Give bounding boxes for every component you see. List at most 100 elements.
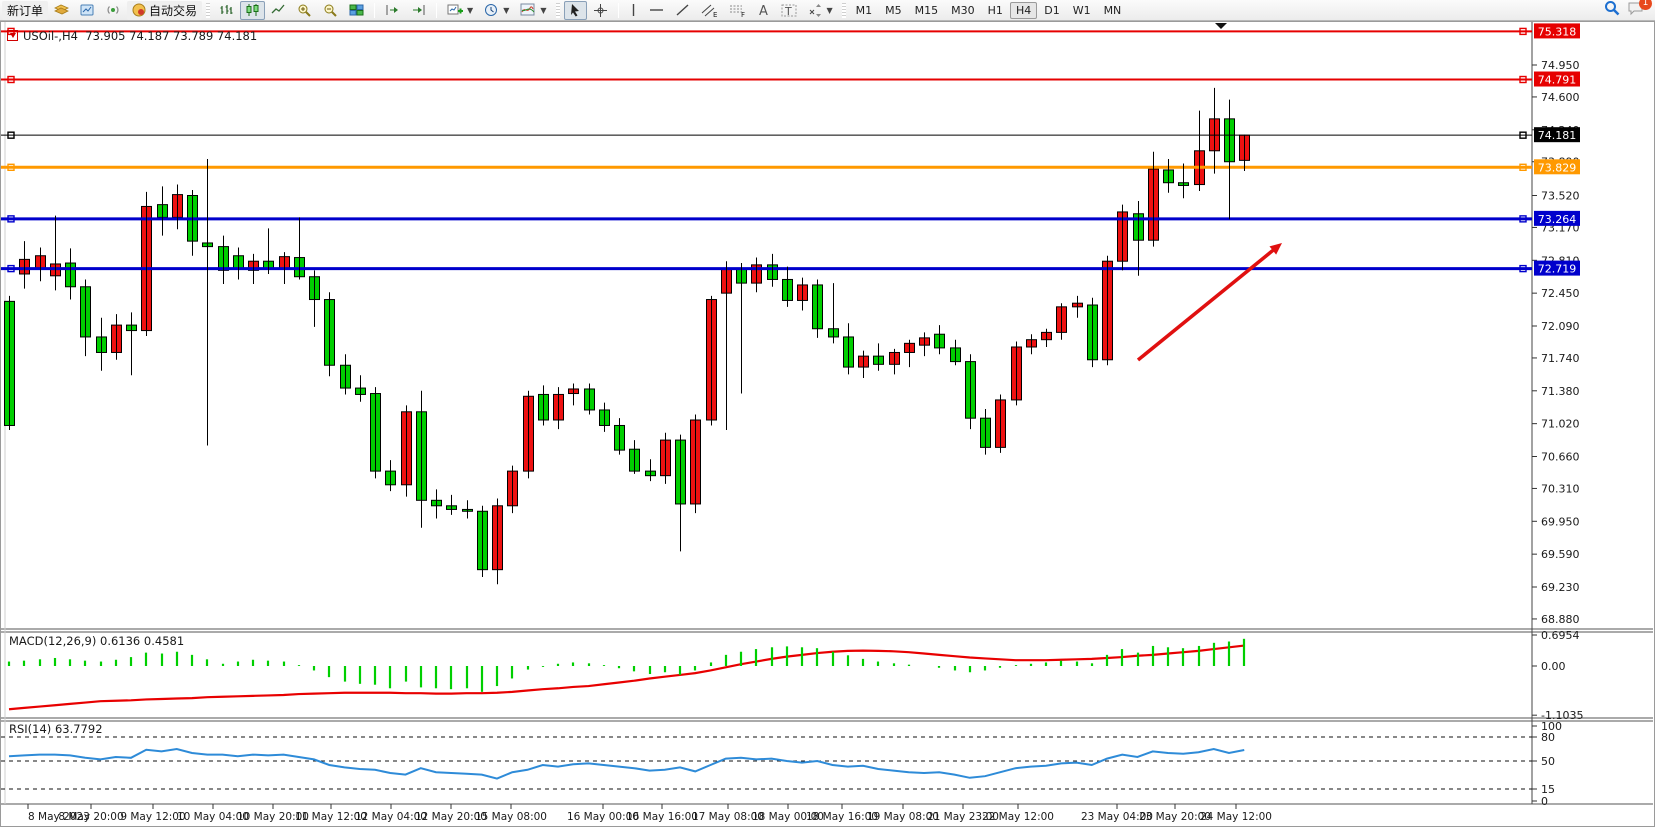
y-axis-tick-label: 70.660 (1541, 451, 1580, 464)
macd-axis-label: -1.1035 (1541, 709, 1583, 722)
horizontal-line-icon[interactable] (644, 1, 669, 20)
macd-panel (8, 644, 1245, 711)
tab-h4[interactable]: H4 (1009, 1, 1038, 19)
new-order-button[interactable]: 新订单 (2, 0, 49, 20)
y-axis-tick-label: 70.310 (1541, 482, 1580, 495)
tab-m5[interactable]: M5 (885, 3, 902, 17)
time-axis-label: 9 May 12:00 (120, 811, 185, 823)
market-watch-icon[interactable] (75, 1, 100, 20)
time-axis-label: 22 May 12:00 (982, 811, 1054, 823)
chart-canvas[interactable]: 74.95074.60074.24073.89073.52073.17072.8… (1, 22, 1654, 826)
tab-d1[interactable]: D1 (1044, 3, 1060, 17)
rsi-axis-label: 50 (1541, 755, 1555, 768)
orders-icon[interactable] (49, 1, 74, 20)
rsi-line (8, 747, 1245, 780)
search-icon[interactable] (1604, 0, 1620, 20)
price-badge (1534, 260, 1580, 276)
autotrade-button[interactable]: 自动交易 (127, 0, 203, 20)
zoom-in-icon[interactable] (292, 1, 317, 20)
crosshair-icon[interactable] (588, 1, 613, 20)
candle-chart-icon[interactable] (240, 0, 266, 20)
tab-m30[interactable]: M30 (951, 3, 975, 17)
new-chart-button[interactable]: ▼ (442, 1, 478, 20)
text-label-icon[interactable]: T (776, 1, 802, 20)
toolbar-grip (206, 2, 211, 18)
autotrade-icon (132, 3, 146, 17)
time-axis-label: 24 May 12:00 (1200, 811, 1272, 823)
zoom-out-icon[interactable] (318, 1, 343, 20)
tab-m15[interactable]: M15 (914, 3, 939, 17)
chart-shift-icon[interactable] (380, 1, 405, 20)
indicators-button[interactable]: ▼ (515, 1, 551, 20)
time-axis-label: 12 May 20:00 (415, 811, 487, 823)
macd-axis-label: 0.00 (1541, 660, 1566, 673)
equidistant-channel-icon[interactable]: E (696, 1, 723, 20)
cursor-icon[interactable] (563, 0, 587, 20)
time-axis-label: 23 May 20:00 (1139, 811, 1211, 823)
chart-window: 74.95074.60074.24073.89073.52073.17072.8… (0, 21, 1655, 827)
periods-button[interactable]: ▼ (479, 1, 514, 20)
svg-text:E: E (713, 11, 717, 18)
top-edge-marker (1215, 23, 1227, 29)
price-badge (1534, 210, 1580, 226)
rsi-axis-label: 0 (1541, 795, 1548, 808)
time-axis-label: 8 May 2023 (28, 811, 90, 823)
bar-chart-icon[interactable] (214, 1, 239, 20)
symbol-marker-icon[interactable] (7, 30, 18, 41)
macd-signal-line (8, 644, 1245, 711)
signal-icon[interactable] (101, 1, 126, 20)
fibonacci-icon[interactable]: F (724, 1, 751, 20)
chart-title: USOil-,H4 73.905 74.187 73.789 74.181 (23, 29, 258, 43)
price-badge (1534, 71, 1580, 87)
price-badge-label: 74.181 (1538, 129, 1577, 142)
vertical-line-icon[interactable] (624, 1, 643, 20)
y-axis-tick-label: 69.590 (1541, 548, 1580, 561)
svg-text:T: T (784, 5, 792, 18)
tab-m1[interactable]: M1 (855, 3, 873, 17)
tab-w1[interactable]: W1 (1072, 3, 1091, 17)
time-axis-label: 15 May 08:00 (475, 811, 547, 823)
macd-axis-label: 0.6954 (1541, 629, 1580, 642)
price-badge-label: 74.791 (1538, 74, 1577, 87)
price-badge-label: 75.318 (1538, 25, 1577, 38)
y-axis-tick-label: 71.380 (1541, 385, 1580, 398)
tab-h1[interactable]: H1 (987, 3, 1003, 17)
y-axis-tick-label: 71.740 (1541, 352, 1580, 365)
svg-text:A: A (759, 4, 768, 17)
time-axis-label: 11 May 12:00 (295, 811, 367, 823)
rsi-axis-label: 15 (1541, 783, 1555, 796)
time-axis-label: 8 May 20:00 (58, 811, 123, 823)
y-axis-tick-label: 69.230 (1541, 581, 1580, 594)
time-axis-label: 21 May 23:00 (927, 811, 999, 823)
toolbar-grip (555, 2, 560, 18)
time-axis-label: 10 May 20:00 (237, 811, 309, 823)
separator (436, 2, 438, 18)
chat-icon[interactable]: 1 (1628, 0, 1652, 20)
shapes-button[interactable]: ▼ (803, 1, 838, 20)
price-badge (1534, 127, 1580, 143)
toolbar-grip (841, 2, 846, 18)
time-axis-label: 18 May 16:00 (806, 811, 878, 823)
price-badge (1534, 159, 1580, 175)
notification-badge: 1 (1639, 0, 1652, 10)
time-axis-label: 16 May 00:00 (567, 811, 639, 823)
text-icon[interactable]: A (752, 1, 775, 20)
auto-scroll-icon[interactable] (406, 1, 431, 20)
trendline-icon[interactable] (670, 1, 695, 20)
tab-mn[interactable]: MN (1103, 3, 1122, 17)
price-badge (1534, 23, 1580, 39)
separator (617, 2, 619, 18)
tile-windows-icon[interactable] (344, 1, 369, 20)
y-axis-tick-label: 74.950 (1541, 59, 1580, 72)
y-axis-tick-label: 71.020 (1541, 418, 1580, 431)
price-badge-label: 73.264 (1538, 213, 1577, 226)
line-chart-icon[interactable] (266, 1, 291, 20)
rsi-indicator-label: RSI(14) 63.7792 (9, 722, 103, 736)
y-axis-tick-label: 68.880 (1541, 613, 1580, 626)
toolbar: 新订单 自动交易 ▼ ▼ ▼ E F A T ▼ M1 M5 M15 M30 H… (0, 0, 1655, 21)
rsi-axis-label: 80 (1541, 731, 1555, 744)
time-axis-label: 10 May 04:00 (177, 811, 249, 823)
y-axis-tick-label: 72.450 (1541, 287, 1580, 300)
time-axis-label: 16 May 16:00 (626, 811, 698, 823)
y-axis-tick-label: 73.520 (1541, 190, 1580, 203)
